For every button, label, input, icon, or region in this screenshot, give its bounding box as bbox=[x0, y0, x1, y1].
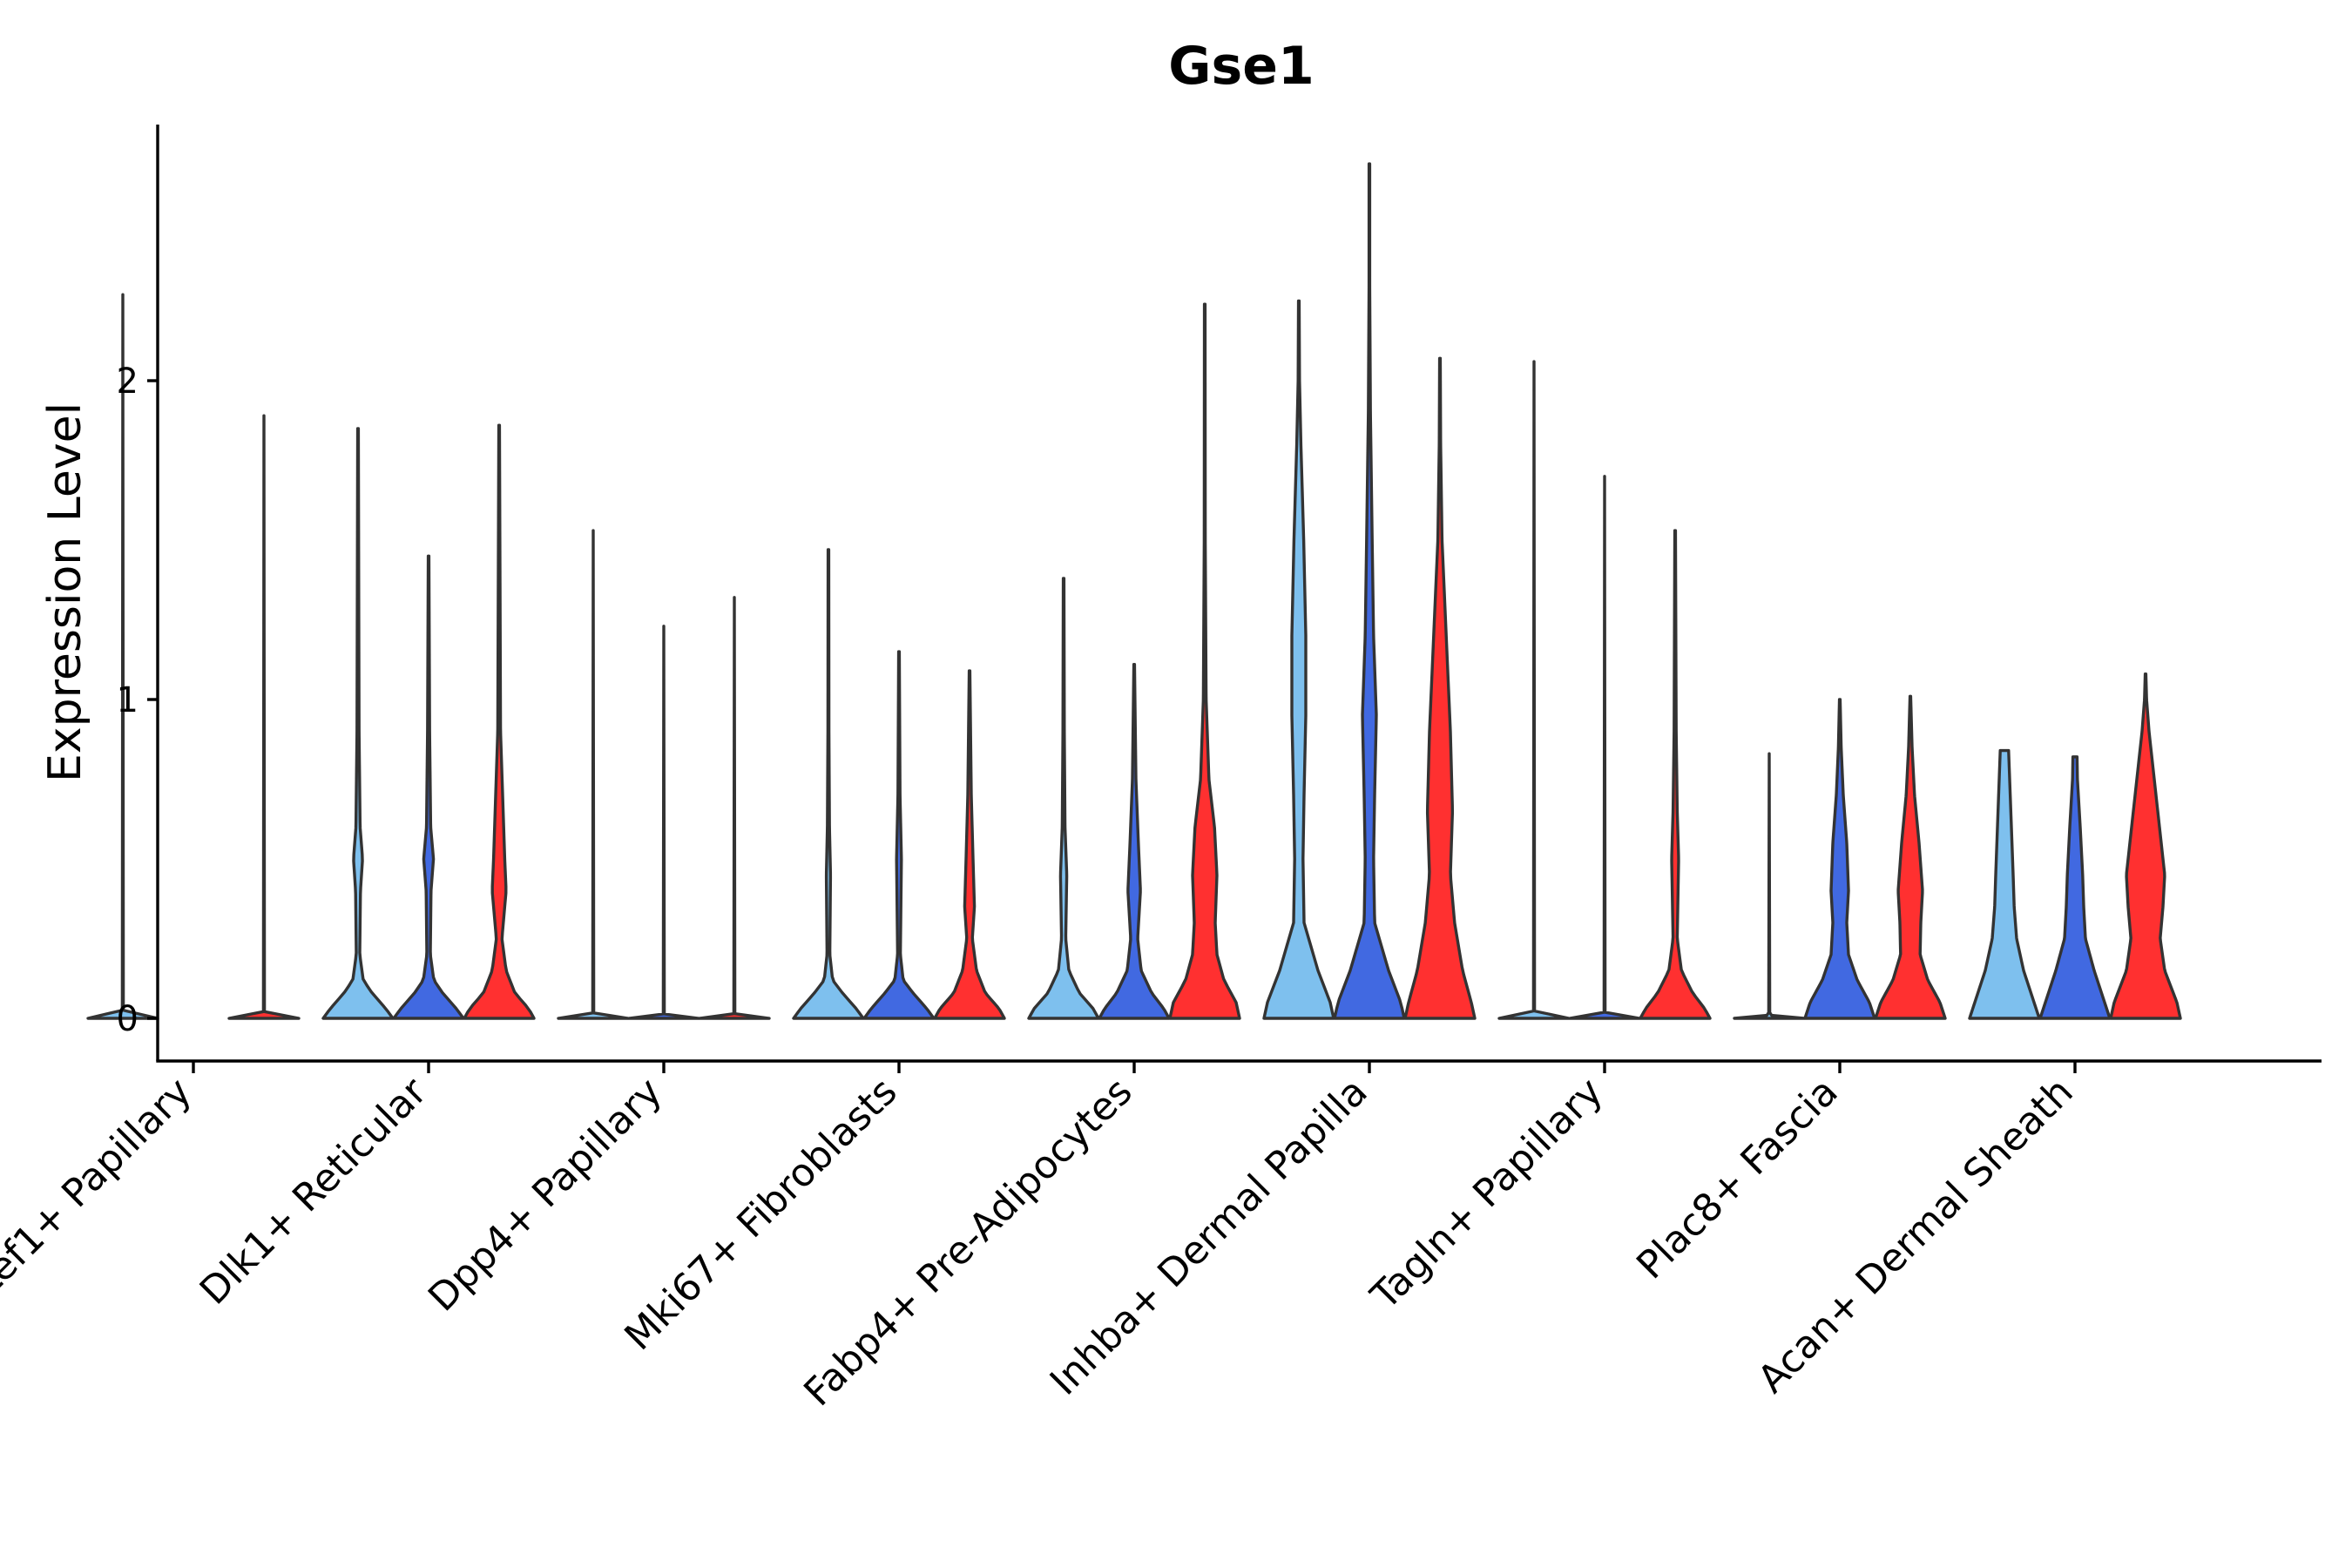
violin-2-1 bbox=[627, 625, 700, 1020]
x-tick-label-2: Dpp4+ Papillary bbox=[420, 1070, 671, 1321]
violin-3-2 bbox=[933, 669, 1006, 1020]
violin-5-1 bbox=[1333, 162, 1406, 1020]
violin-8-2 bbox=[2109, 672, 2182, 1020]
violin-4-1 bbox=[1098, 663, 1171, 1020]
y-tick-label-0: 0 bbox=[117, 999, 139, 1039]
x-tick-label-7: Plac8+ Fascia bbox=[1628, 1070, 1847, 1288]
violin-8-1 bbox=[2038, 755, 2112, 1020]
x-tick-label-0: Lef1+ Papillary bbox=[0, 1070, 200, 1306]
violin-6-1 bbox=[1568, 475, 1641, 1020]
violin-1-2 bbox=[463, 423, 536, 1020]
violin-1-0 bbox=[321, 427, 395, 1020]
y-axis-label: Expression Level bbox=[39, 402, 91, 782]
violin-7-1 bbox=[1803, 698, 1876, 1020]
violin-5-2 bbox=[1403, 356, 1477, 1020]
violin-4-0 bbox=[1027, 577, 1100, 1020]
violin-1-1 bbox=[392, 554, 465, 1020]
violin-2-2 bbox=[698, 596, 771, 1020]
violin-6-0 bbox=[1497, 360, 1571, 1020]
violin-2-0 bbox=[557, 529, 630, 1020]
violin-7-0 bbox=[1733, 752, 1806, 1020]
violin-3-1 bbox=[862, 650, 936, 1020]
x-tick-label-6: Tagln+ Papillary bbox=[1362, 1070, 1612, 1319]
violin-layer bbox=[86, 162, 2182, 1020]
chart-title: Gse1 bbox=[1168, 36, 1314, 97]
violin-0-0 bbox=[86, 293, 159, 1020]
violin-6-2 bbox=[1639, 529, 1712, 1020]
violin-4-2 bbox=[1168, 302, 1241, 1020]
violin-0-2 bbox=[227, 414, 301, 1020]
y-tick-label-2: 2 bbox=[117, 362, 139, 402]
violin-5-0 bbox=[1262, 299, 1335, 1020]
y-tick-label-1: 1 bbox=[117, 680, 139, 720]
x-tick-label-1: Dlk1+ Reticular bbox=[192, 1069, 436, 1314]
violin-8-0 bbox=[1968, 748, 2041, 1020]
violin-3-0 bbox=[792, 548, 865, 1020]
violin-7-2 bbox=[1874, 694, 1947, 1020]
